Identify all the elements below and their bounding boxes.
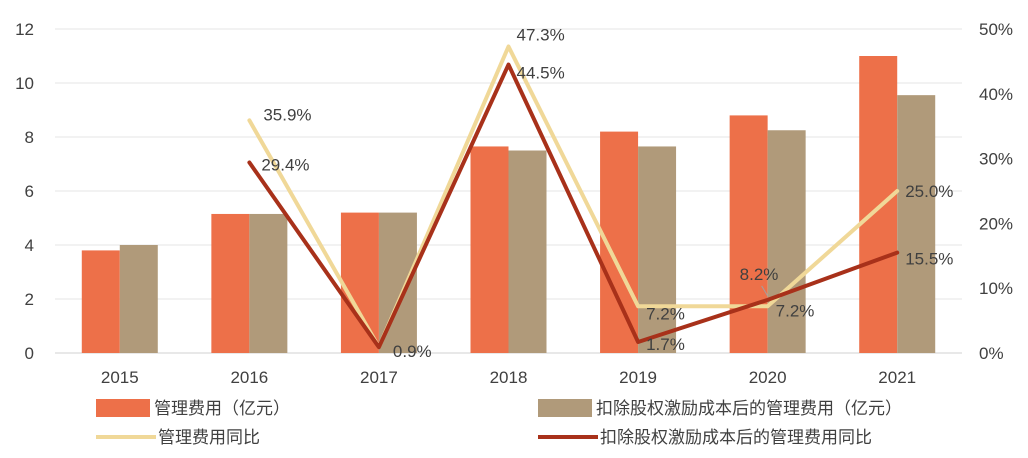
lines [247, 44, 900, 350]
bar-admin-expense [340, 212, 379, 353]
data-label: 15.5% [905, 250, 953, 269]
bars [81, 56, 936, 354]
legend: 管理费用（亿元） 扣除股权激励成本后的管理费用（亿元） 管理费用同比 扣除股权激励成本… [96, 399, 902, 448]
data-label: 1.7% [646, 335, 685, 354]
bar-admin-expense-excl-equity [897, 95, 936, 354]
y-right-tick-label: 50% [979, 20, 1013, 39]
y-left-tick-label: 2 [25, 290, 34, 309]
data-label: 7.2% [776, 301, 815, 320]
y-left-tick-label: 12 [15, 20, 34, 39]
bar-admin-expense [211, 213, 250, 353]
y-right-tick-label: 0% [979, 344, 1004, 363]
bar-admin-expense-excl-equity [119, 245, 158, 353]
legend-label: 扣除股权激励成本后的管理费用（亿元） [596, 399, 902, 419]
data-label: 44.5% [517, 64, 565, 83]
data-label: 25.0% [905, 182, 953, 201]
bar-admin-expense [859, 56, 898, 353]
y-right-tick-label: 40% [979, 85, 1013, 104]
x-tick-label: 2018 [490, 368, 528, 387]
data-label: 8.2% [740, 265, 779, 284]
axes: 0 2 4 6 8 10 12 0% 10% 20% 30% 40% 50% 2015 2016 2017 20… [15, 20, 1013, 387]
data-label: 0.9% [393, 342, 432, 361]
y-left-tick-label: 4 [25, 236, 34, 255]
data-label: 47.3% [517, 25, 565, 44]
bar-admin-expense-excl-equity [508, 150, 547, 353]
y-left-tick-label: 6 [25, 182, 34, 201]
legend-swatch-bar [96, 399, 150, 417]
label-leader-line [761, 285, 769, 297]
y-left-tick-label: 8 [25, 128, 34, 147]
data-label: 7.2% [646, 304, 685, 323]
data-label: 35.9% [263, 105, 311, 124]
y-right-tick-label: 20% [979, 214, 1013, 233]
line-yoy-excl-equity [247, 62, 900, 350]
legend-label: 管理费用（亿元） [154, 399, 290, 419]
x-tick-label: 2015 [101, 368, 139, 387]
data-labels: 35.9% 0.9% 47.3% 7.2% 7.2% 25.0% 29.4% 44.5% 1.7… [261, 25, 953, 361]
x-tick-label: 2019 [619, 368, 657, 387]
x-tick-label: 2016 [230, 368, 268, 387]
legend-label: 管理费用同比 [158, 428, 260, 448]
bar-admin-expense [81, 250, 120, 353]
y-right-tick-label: 30% [979, 150, 1013, 169]
bar-admin-expense-excl-equity [767, 130, 806, 353]
line-yoy [247, 44, 900, 350]
data-label: 29.4% [261, 155, 309, 174]
x-tick-label: 2021 [878, 368, 916, 387]
y-left-tick-label: 0 [25, 344, 34, 363]
y-left-tick-label: 10 [15, 74, 34, 93]
bar-admin-expense [729, 115, 768, 354]
x-tick-label: 2020 [749, 368, 787, 387]
bar-admin-expense [470, 146, 509, 353]
y-right-tick-label: 10% [979, 279, 1013, 298]
bar-admin-expense-excl-equity [249, 213, 288, 353]
legend-swatch-bar [538, 399, 592, 417]
bar-admin-expense-excl-equity [638, 146, 677, 353]
legend-label: 扣除股权激励成本后的管理费用同比 [600, 428, 872, 448]
x-tick-label: 2017 [360, 368, 398, 387]
